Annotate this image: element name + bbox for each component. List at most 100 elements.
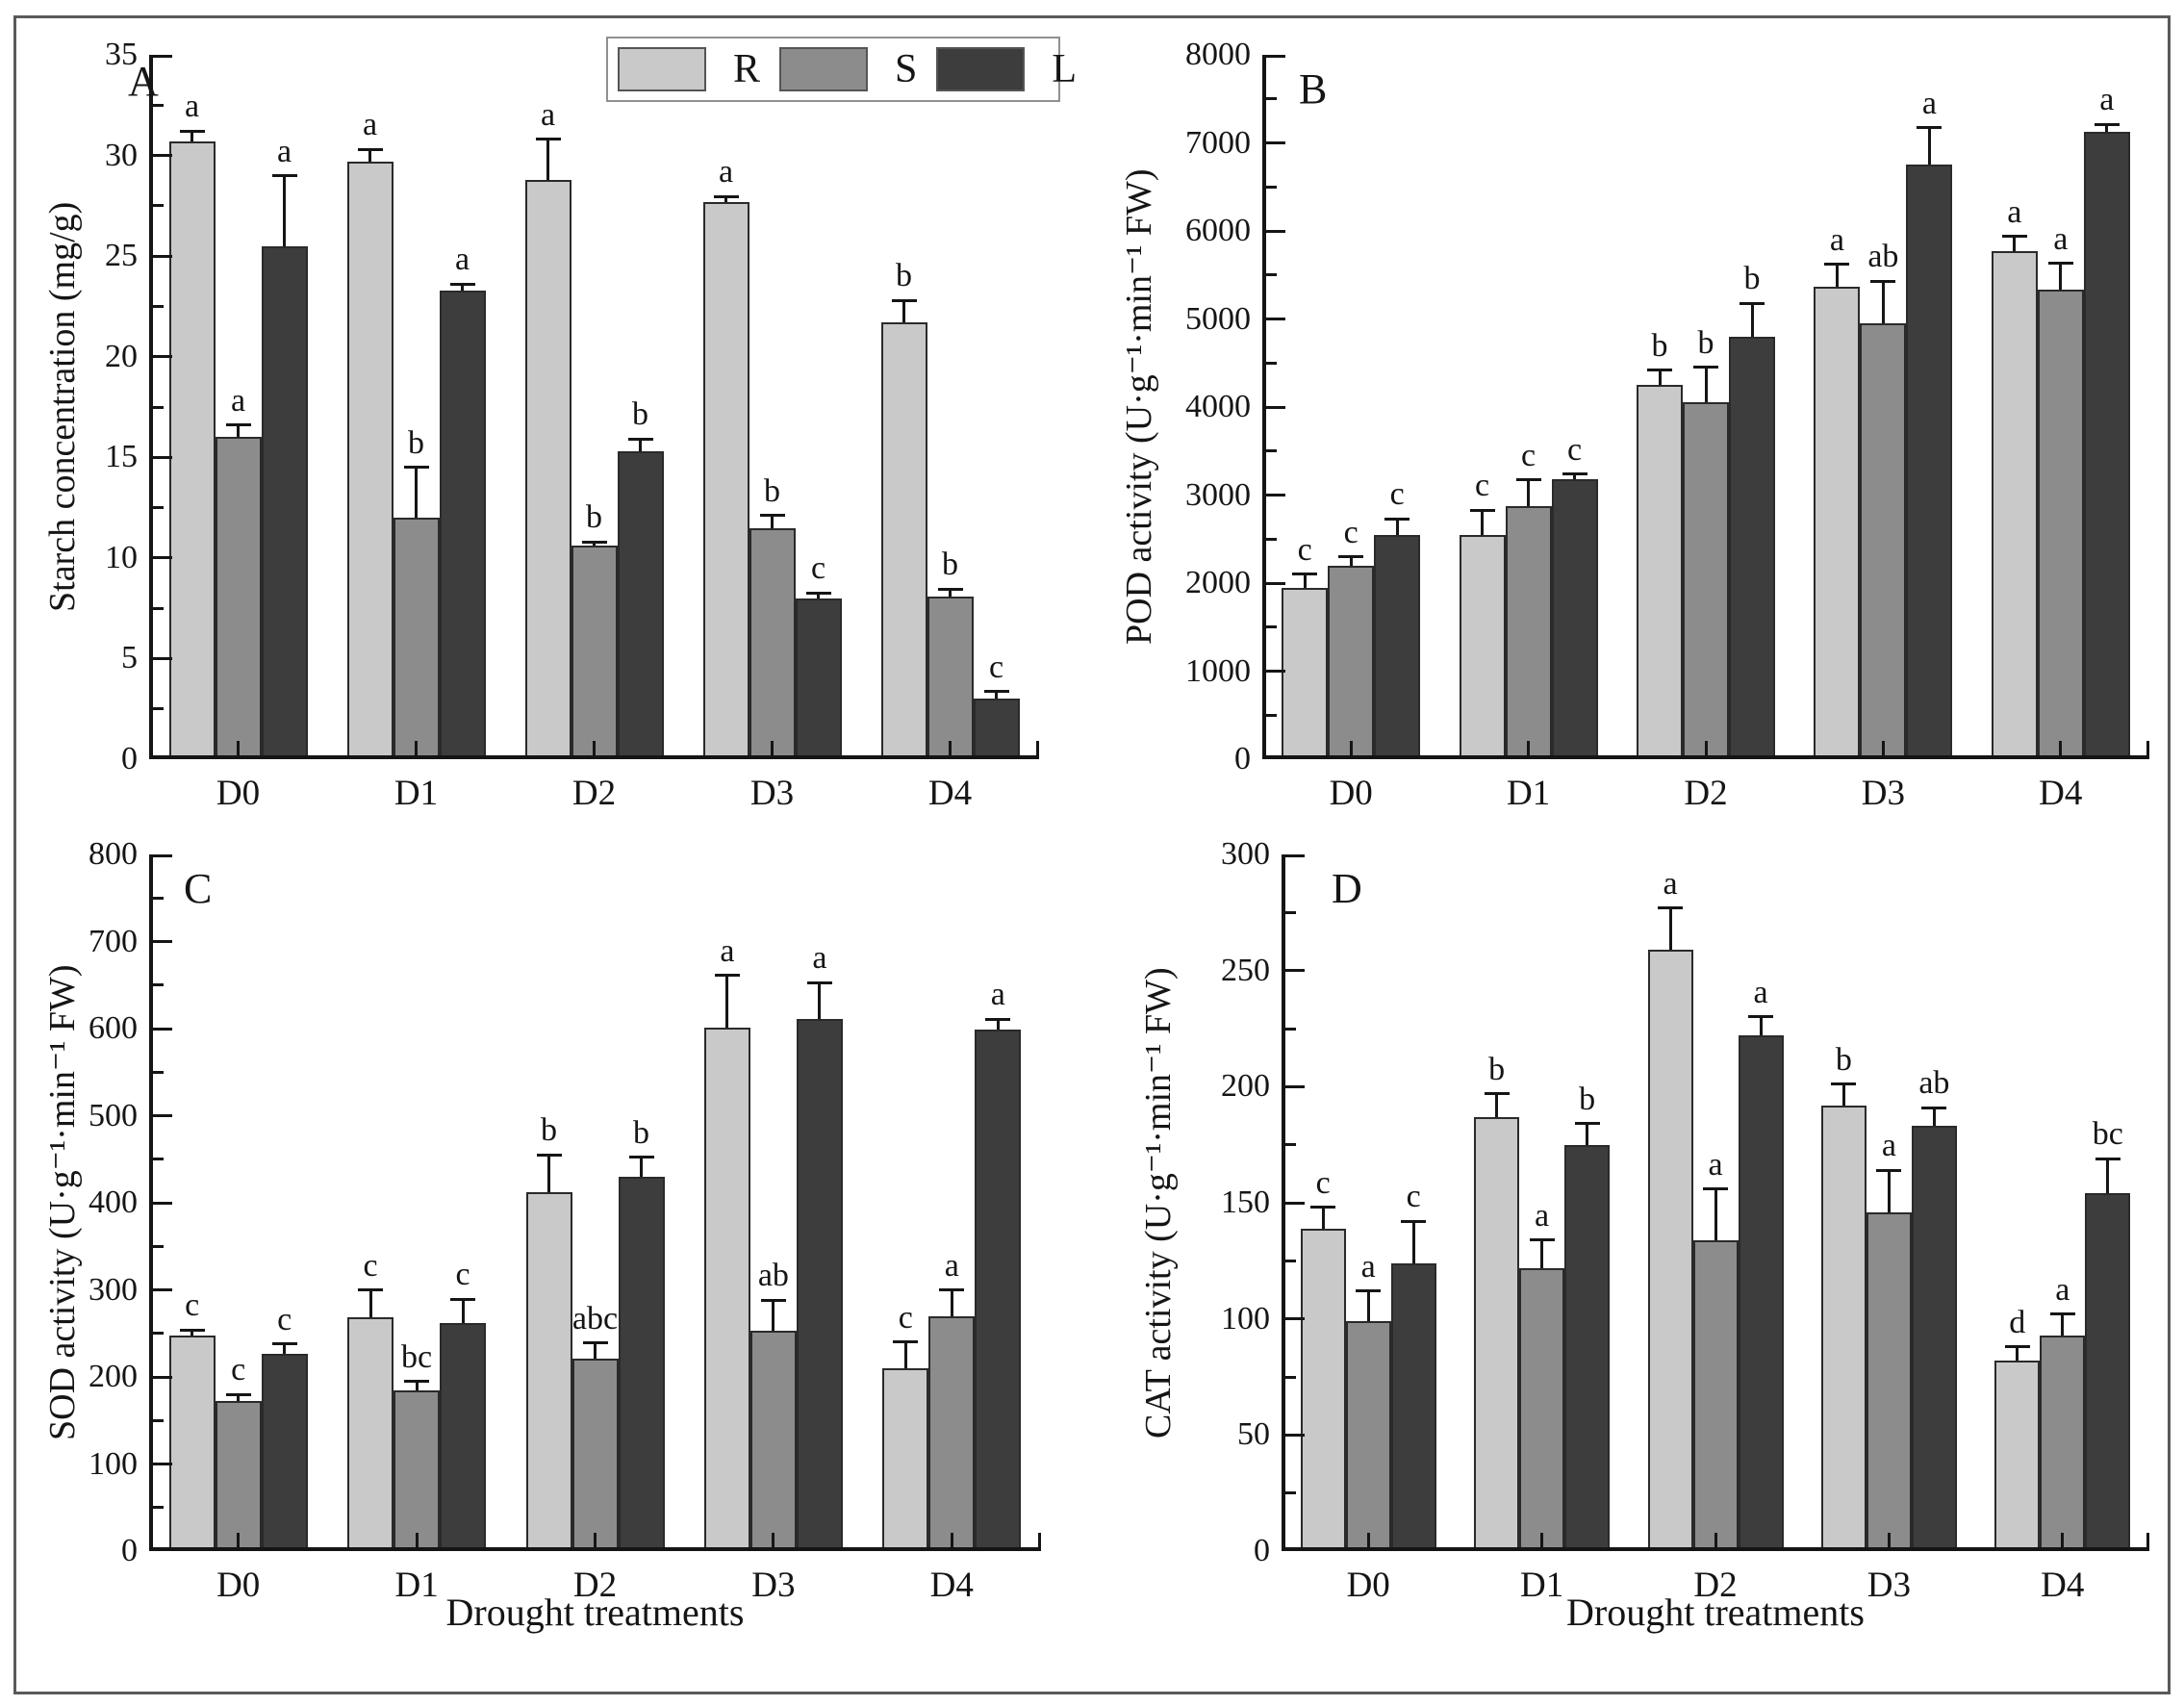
x-axis-end-tick	[1038, 1533, 1041, 1547]
sig-letter: a	[720, 932, 735, 969]
y-tick-label: 1000	[1185, 652, 1251, 689]
sig-letter: b	[942, 547, 958, 583]
sig-letter: abc	[571, 1300, 619, 1337]
error-bar-cap	[1703, 1187, 1728, 1191]
plot-D: CAT activity (U·g⁻¹·min⁻¹ FW) D 0 50 100 15…	[1138, 836, 2149, 1605]
bar	[1637, 385, 1683, 759]
y-major-tick	[153, 656, 172, 660]
bar	[1991, 251, 2038, 759]
y-minor-tick	[1285, 1375, 1296, 1379]
category-label: D2	[571, 774, 617, 813]
error-bar	[1395, 519, 1399, 535]
sig-letter: c	[455, 1257, 470, 1293]
y-minor-tick	[1266, 97, 1277, 101]
y-minor-tick	[153, 1418, 164, 1422]
bar	[168, 1335, 216, 1551]
bar	[439, 290, 486, 759]
y-major-tick	[1285, 1084, 1305, 1088]
bar	[261, 1354, 308, 1551]
plot-A: Starch concentration (mg/g) A 0 5 10 15 20 25…	[42, 37, 1039, 813]
error-bar-cap	[891, 298, 917, 302]
x-axis	[149, 755, 1039, 759]
error-bar-cap	[582, 1341, 608, 1345]
bar	[1459, 534, 1506, 759]
error-bar	[546, 139, 549, 180]
y-major-tick	[153, 55, 172, 58]
error-bar	[903, 1341, 907, 1368]
y-minor-tick	[1266, 273, 1277, 277]
y-tick-label: 0	[121, 1533, 138, 1568]
y-minor-tick	[153, 103, 164, 107]
legend-entry-L: L	[927, 38, 1086, 100]
y-major-tick	[153, 1463, 172, 1465]
category-label: D2	[572, 1566, 618, 1605]
y-tick-label: 100	[89, 1445, 138, 1482]
bar	[1519, 1267, 1565, 1551]
error-bar-cap	[985, 1017, 1011, 1021]
y-tick-label: 200	[89, 1359, 138, 1394]
error-bar-cap	[937, 587, 963, 591]
x-tick	[2059, 741, 2063, 755]
y-minor-tick	[153, 204, 164, 208]
error-bar	[368, 1289, 372, 1318]
error-bar	[1527, 479, 1531, 507]
sig-letter: c	[1389, 476, 1405, 513]
bar	[571, 1359, 619, 1551]
error-bar-cap	[271, 1342, 297, 1346]
error-bar-cap	[1917, 126, 1943, 130]
bar	[525, 1192, 572, 1551]
x-tick	[950, 1533, 953, 1547]
sig-letter: c	[1343, 514, 1359, 550]
x-tick	[237, 1533, 241, 1547]
error-bar	[771, 515, 774, 528]
sig-letter: b	[1835, 1041, 1852, 1078]
y-tick-label: 7000	[1185, 124, 1251, 161]
bar	[2040, 1335, 2086, 1551]
y-major-tick	[1285, 1433, 1305, 1437]
y-minor-tick	[1285, 910, 1296, 914]
error-bar	[593, 542, 596, 547]
bar	[618, 1176, 665, 1551]
x-tick	[1540, 1533, 1544, 1547]
x-tick	[2061, 1533, 2065, 1547]
bar	[1374, 534, 1421, 759]
error-bar-cap	[2049, 1312, 2075, 1316]
y-minor-tick	[153, 506, 164, 510]
sig-letter: c	[1315, 1164, 1331, 1201]
y-major-tick	[153, 1288, 172, 1291]
panel-label-D: D	[1332, 865, 1362, 912]
error-bar	[725, 975, 729, 1029]
error-bar	[1668, 907, 1672, 950]
y-minor-tick	[1285, 1027, 1296, 1031]
x-tick	[594, 1533, 597, 1547]
sig-letter: c	[810, 550, 826, 587]
bar	[261, 245, 308, 759]
error-bar	[1481, 510, 1485, 535]
panel-label-A: A	[128, 58, 159, 105]
error-bar	[283, 1343, 287, 1355]
error-bar	[1573, 473, 1577, 480]
y-tick-label: 200	[1221, 1068, 1270, 1105]
bar	[215, 1401, 262, 1551]
y-major-tick	[1266, 55, 1285, 58]
sig-letter: a	[1921, 85, 1937, 121]
error-bar-cap	[2047, 262, 2073, 266]
category-label: D0	[1346, 1566, 1390, 1605]
plot-C: SOD activity (U·g⁻¹·min⁻¹ FW) C 0 100 200 3…	[42, 836, 1041, 1605]
error-bar	[1927, 127, 1931, 166]
y-tick-label: 400	[89, 1184, 138, 1220]
error-bar	[2105, 124, 2109, 132]
x-tick	[237, 741, 240, 755]
error-bar-cap	[1921, 1106, 1947, 1109]
x-tick	[415, 741, 418, 755]
bar	[617, 451, 664, 759]
category-label: D3	[751, 1566, 796, 1605]
error-bar	[2106, 1159, 2110, 1194]
bar	[1820, 1105, 1867, 1551]
y-tick-label: 0	[1234, 741, 1251, 777]
bar	[796, 1019, 843, 1551]
sig-letter: a	[1663, 865, 1678, 902]
category-label: D4	[2041, 1566, 2085, 1605]
sig-letter: ab	[1918, 1065, 1950, 1102]
bar	[1551, 479, 1598, 759]
